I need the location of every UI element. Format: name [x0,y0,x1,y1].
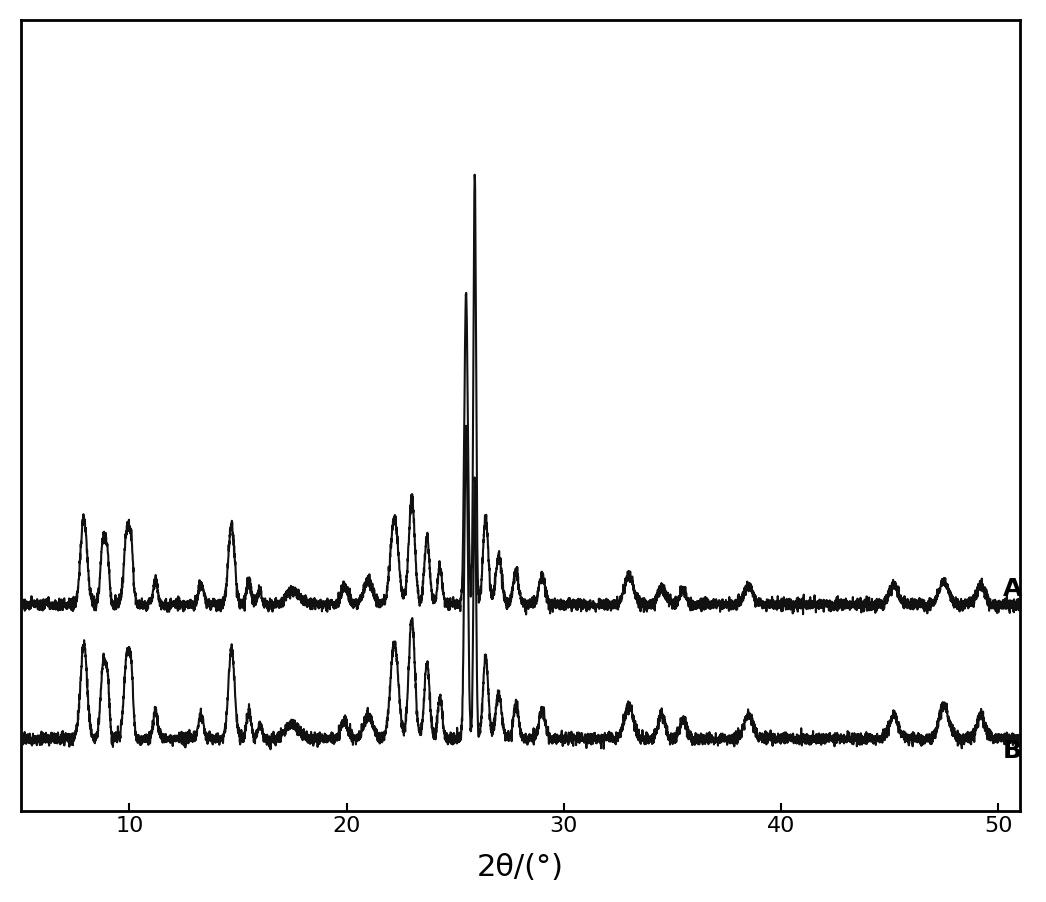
Text: A: A [1002,576,1022,600]
Text: B: B [1002,738,1022,762]
X-axis label: 2θ/(°): 2θ/(°) [477,852,564,881]
